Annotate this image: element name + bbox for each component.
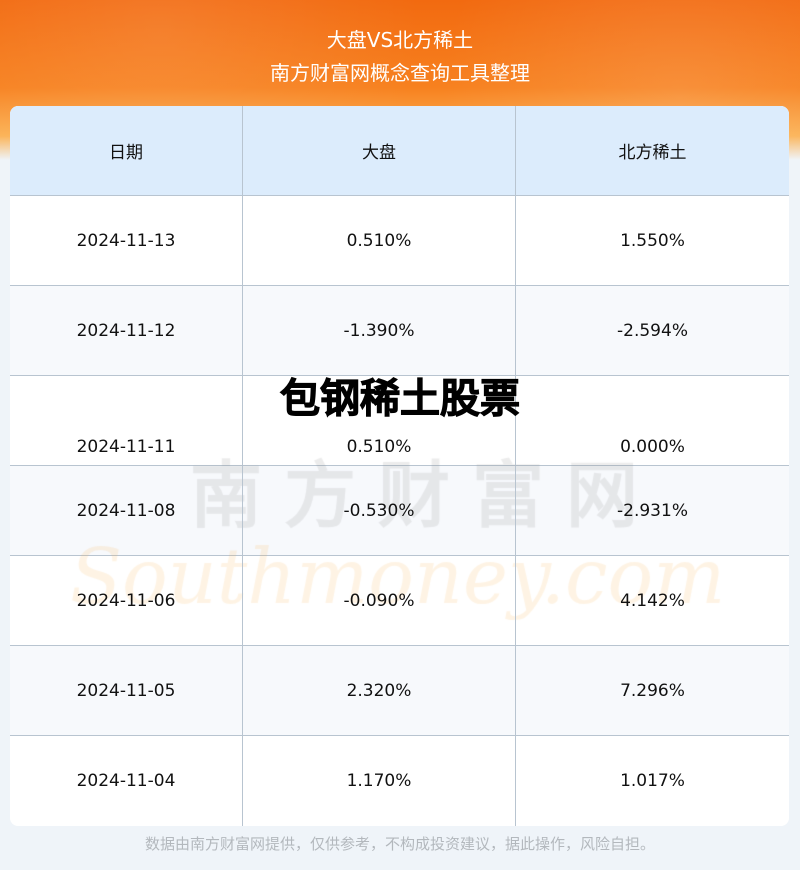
date-cell: 2024-11-13 [10, 196, 243, 285]
date-cell: 2024-11-06 [10, 556, 243, 645]
page-title: 大盘VS北方稀土 [326, 28, 474, 52]
stock-cell: 4.142% [620, 590, 685, 611]
table-row: 2024-11-06 -0.090% 4.142% [10, 556, 789, 646]
table-row: 2024-11-12 -1.390% -2.594% [10, 286, 789, 376]
market-cell: -1.390% [243, 286, 516, 375]
table-row: 2024-11-13 0.510% 1.550% [10, 196, 789, 286]
disclaimer: 数据由南方财富网提供，仅供参考，不构成投资建议，据此操作，风险自担。 [144, 835, 655, 853]
date-cell: 2024-11-12 [10, 286, 243, 375]
market-cell: -0.530% [243, 466, 516, 555]
table-header-row: 日期 大盘 北方稀土 [10, 106, 789, 196]
column-header-stock: 北方稀土 [618, 143, 687, 163]
date-cell: 2024-11-05 [10, 646, 243, 735]
market-cell: 0.510% [243, 196, 516, 285]
stock-cell: 1.550% [620, 230, 685, 251]
date-cell: 2024-11-08 [10, 466, 243, 555]
table-row: 2024-11-04 1.170% 1.017% [10, 736, 789, 826]
overlay-title: 包钢稀土股票 [280, 376, 521, 422]
column-header-date: 日期 [10, 106, 243, 195]
stock-cell: 7.296% [620, 680, 685, 701]
stock-cell: -2.931% [617, 500, 688, 521]
stock-cell: -2.594% [617, 320, 688, 341]
table-row: 2024-11-08 -0.530% -2.931% [10, 466, 789, 556]
market-cell: -0.090% [243, 556, 516, 645]
market-cell: 1.170% [243, 736, 516, 826]
date-cell: 2024-11-04 [10, 736, 243, 826]
table-row: 2024-11-05 2.320% 7.296% [10, 646, 789, 736]
market-cell: 2.320% [243, 646, 516, 735]
page-subtitle: 南方财富网概念查询工具整理 [270, 61, 530, 85]
stock-cell: 1.017% [620, 771, 685, 791]
column-header-market: 大盘 [243, 106, 516, 195]
comparison-table: 日期 大盘 北方稀土 2024-11-13 0.510% 1.550% 2024-11… [10, 106, 789, 826]
